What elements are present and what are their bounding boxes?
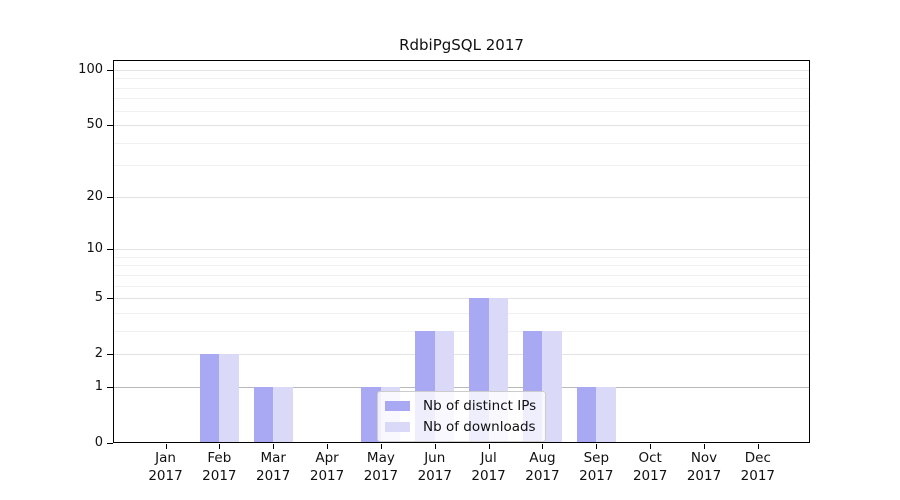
y-tick-100 <box>107 70 113 71</box>
y-tick-label-100: 100 <box>78 62 103 77</box>
x-tick-aug <box>542 444 544 449</box>
y-tick-1 <box>107 386 113 388</box>
gridline-50 <box>113 125 810 127</box>
gridline-minor-80 <box>113 87 810 89</box>
x-tick-label-sep: Sep 2017 <box>579 450 614 484</box>
x-tick-label-may: May 2017 <box>363 450 399 484</box>
gridline-minor-70 <box>113 98 810 100</box>
x-tick-sep <box>596 444 598 449</box>
x-tick-dec <box>757 444 759 449</box>
gridline-minor-30 <box>113 165 810 167</box>
gridline-minor-90 <box>113 78 810 80</box>
gridline-2 <box>113 354 810 356</box>
gridline-minor-9 <box>113 256 810 258</box>
gridline-minor-4 <box>113 312 810 314</box>
x-tick-jun <box>434 444 436 449</box>
legend-label-distinct-ips: Nb of distinct IPs <box>423 398 537 414</box>
gridline-5 <box>113 298 810 300</box>
x-tick-label-mar: Mar 2017 <box>256 450 291 484</box>
x-tick-label-jun: Jun 2017 <box>417 450 452 484</box>
x-tick-label-jan: Jan 2017 <box>148 450 183 484</box>
y-tick-5 <box>107 298 113 300</box>
x-tick-label-feb: Feb 2017 <box>202 450 237 484</box>
gridline-minor-60 <box>113 110 810 112</box>
x-tick-label-aug: Aug 2017 <box>525 450 560 484</box>
x-tick-nov <box>704 444 705 449</box>
y-tick-label-0: 0 <box>94 435 103 450</box>
y-tick-label-2: 2 <box>94 346 103 362</box>
y-tick-label-1: 1 <box>94 378 103 394</box>
gridline-20 <box>113 196 810 198</box>
y-tick-2 <box>107 354 113 356</box>
legend-label-downloads: Nb of downloads <box>423 419 536 435</box>
y-tick-0 <box>107 443 113 444</box>
y-tick-label-20: 20 <box>86 188 103 204</box>
bar-distinct-ips-mar <box>253 386 274 443</box>
x-tick-label-oct: Oct 2017 <box>632 450 668 484</box>
bar-downloads-sep <box>596 386 616 443</box>
bar-distinct-ips-may <box>361 386 381 443</box>
legend: Nb of distinct IPs Nb of downloads <box>377 391 547 442</box>
gridline-minor-8 <box>113 265 810 267</box>
x-tick-oct <box>650 444 652 449</box>
x-tick-mar <box>273 444 275 449</box>
bar-downloads-mar <box>273 386 293 443</box>
x-tick-label-nov: Nov 2017 <box>686 450 722 484</box>
y-tick-20 <box>107 196 113 198</box>
gridline-minor-7 <box>113 274 810 276</box>
bar-downloads-aug <box>542 330 562 443</box>
x-tick-label-apr: Apr 2017 <box>309 450 345 484</box>
gridline-minor-6 <box>113 285 810 287</box>
x-tick-may <box>380 444 382 449</box>
legend-entry-distinct-ips: Nb of distinct IPs <box>385 397 536 415</box>
gridline-100 <box>113 70 810 71</box>
y-tick-label-5: 5 <box>94 290 103 306</box>
chart-title: RdbiPgSQL 2017 <box>399 36 524 54</box>
y-tick-label-50: 50 <box>86 117 103 133</box>
gridline-minor-3 <box>113 330 810 332</box>
gridline-minor-40 <box>113 142 810 144</box>
legend-swatch-downloads-icon <box>385 422 410 432</box>
bar-distinct-ips-feb <box>199 354 220 443</box>
gridline-1 <box>113 386 810 388</box>
x-tick-label-dec: Dec 2017 <box>740 450 776 484</box>
x-tick-jan <box>165 444 167 449</box>
x-tick-feb <box>219 444 221 449</box>
y-tick-label-10: 10 <box>86 241 103 257</box>
gridline-10 <box>113 249 810 251</box>
y-tick-50 <box>107 125 113 127</box>
y-tick-10 <box>107 249 113 251</box>
legend-entry-downloads: Nb of downloads <box>385 418 536 436</box>
x-tick-label-jul: Jul 2017 <box>471 450 506 484</box>
x-tick-apr <box>327 444 329 449</box>
legend-swatch-distinct-ips-icon <box>385 401 410 411</box>
bar-downloads-feb <box>219 354 239 443</box>
bar-distinct-ips-sep <box>576 386 597 443</box>
x-tick-jul <box>488 444 490 449</box>
plot-area <box>113 60 810 443</box>
